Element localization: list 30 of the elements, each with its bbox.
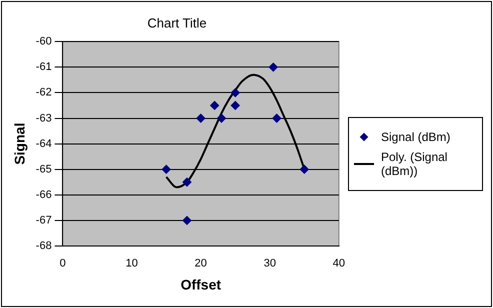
point xyxy=(230,88,240,98)
point xyxy=(217,114,226,123)
point xyxy=(300,164,309,174)
point xyxy=(182,178,192,187)
y-tick-label: -67 xyxy=(36,214,52,226)
point xyxy=(182,216,192,225)
y-tick-label: -63 xyxy=(36,112,52,124)
y-tick-label: -65 xyxy=(36,163,52,176)
y-tick-label: -62 xyxy=(36,86,52,99)
x-tick-label: 10 xyxy=(126,258,138,270)
x-tick-label: 30 xyxy=(264,258,276,270)
x-tick-label: 40 xyxy=(332,258,346,270)
point xyxy=(268,62,278,72)
x-tick-label: 0 xyxy=(60,258,66,270)
y-axis-title: Signal xyxy=(11,122,28,165)
point xyxy=(196,114,206,123)
y-tick-label: -61 xyxy=(36,61,52,74)
y-tick-label: -68 xyxy=(36,240,52,252)
point xyxy=(162,164,171,174)
point xyxy=(230,100,240,110)
x-axis-title: Offset xyxy=(180,276,222,292)
chart-title: Chart Title xyxy=(147,15,207,30)
point xyxy=(272,114,282,123)
point xyxy=(210,100,220,110)
legend-label: Signal (dBm) xyxy=(381,130,450,144)
y-tick-label: -60 xyxy=(36,36,52,48)
legend-label: Poly. (Signal (dBm)) xyxy=(381,150,448,178)
y-tick-label: -64 xyxy=(36,138,52,150)
x-tick-label: 20 xyxy=(194,258,207,270)
y-tick-label: -66 xyxy=(36,188,52,201)
